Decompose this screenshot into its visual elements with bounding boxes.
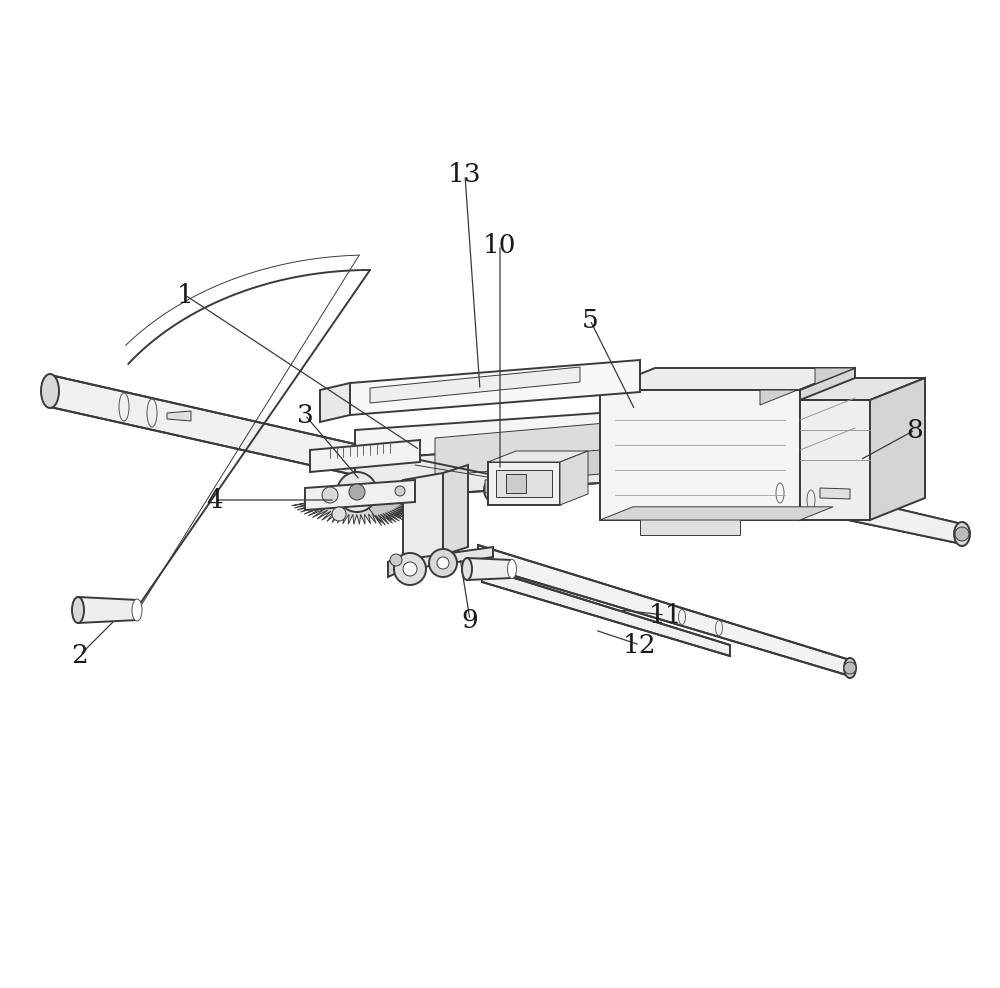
Polygon shape [485,477,510,493]
Polygon shape [370,367,580,403]
Ellipse shape [41,374,59,408]
Polygon shape [167,411,191,421]
Polygon shape [640,515,740,535]
Polygon shape [305,480,415,510]
Polygon shape [720,467,962,544]
Circle shape [349,484,365,500]
Polygon shape [870,378,925,520]
Text: 8: 8 [907,418,923,443]
Polygon shape [760,368,855,405]
Circle shape [484,476,512,504]
Circle shape [322,487,338,503]
Polygon shape [388,555,403,577]
Polygon shape [78,597,138,623]
Polygon shape [800,368,855,520]
Text: 11: 11 [648,603,682,627]
Polygon shape [478,545,850,676]
Polygon shape [488,462,560,505]
Polygon shape [403,473,443,562]
Text: 3: 3 [297,402,313,428]
Ellipse shape [132,599,142,621]
Circle shape [403,562,417,576]
Circle shape [491,483,505,497]
Polygon shape [560,451,588,505]
Polygon shape [443,465,468,555]
Text: 2: 2 [72,642,88,668]
Ellipse shape [462,558,472,580]
Circle shape [429,549,457,577]
Text: 4: 4 [207,487,223,513]
Polygon shape [600,368,855,390]
Circle shape [955,527,969,541]
Polygon shape [545,450,600,479]
Polygon shape [357,480,429,526]
Polygon shape [600,390,800,520]
Polygon shape [467,558,512,580]
Polygon shape [355,405,715,460]
Polygon shape [388,547,493,572]
Ellipse shape [844,658,856,678]
Polygon shape [506,474,526,493]
Polygon shape [355,435,715,500]
Circle shape [395,486,405,496]
Polygon shape [488,451,588,462]
Polygon shape [320,383,350,422]
Polygon shape [292,492,419,525]
Text: 9: 9 [462,608,478,632]
Polygon shape [600,507,833,520]
Circle shape [332,507,346,521]
Circle shape [337,472,377,512]
Ellipse shape [954,522,970,546]
Circle shape [390,554,402,566]
Polygon shape [310,440,420,472]
Text: 13: 13 [448,162,482,188]
Circle shape [394,553,426,585]
Polygon shape [350,360,640,415]
Text: 1: 1 [177,283,193,307]
Polygon shape [496,470,552,497]
Polygon shape [800,378,925,400]
Polygon shape [482,568,730,656]
Polygon shape [435,420,640,476]
Circle shape [437,557,449,569]
Polygon shape [820,488,850,499]
Ellipse shape [72,597,84,623]
Polygon shape [800,400,870,520]
Text: 12: 12 [623,632,657,657]
Polygon shape [50,375,390,483]
Text: 10: 10 [483,232,517,258]
Text: 5: 5 [582,307,598,333]
Ellipse shape [508,559,516,579]
Circle shape [844,662,856,674]
